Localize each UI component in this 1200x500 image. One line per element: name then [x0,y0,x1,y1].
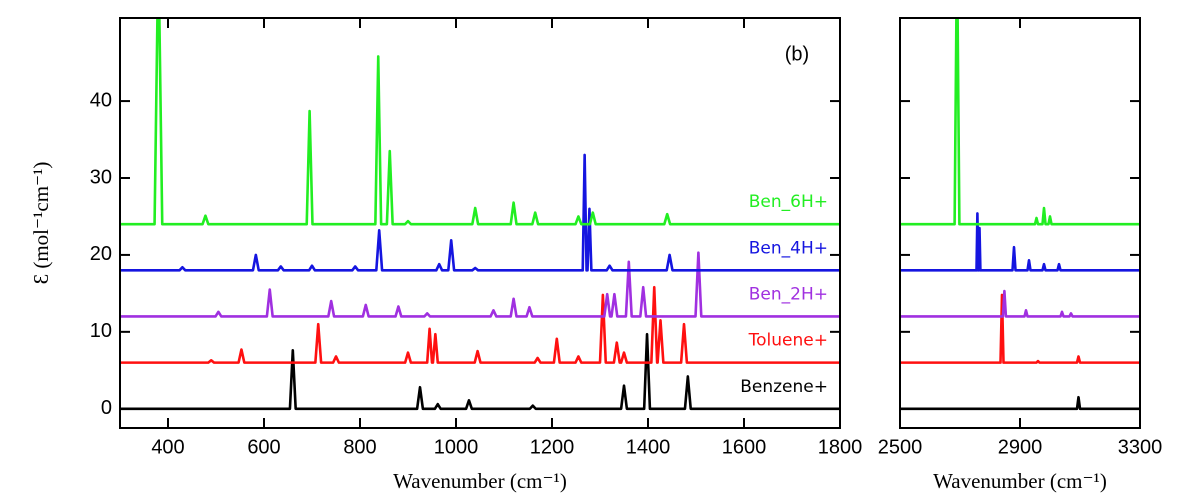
y-tick-label: 20 [90,243,112,265]
y-axis-label: Ɛ (mol⁻¹cm⁻¹) [29,162,53,285]
spectrum-line [120,332,840,411]
axes-frame [119,17,841,429]
x-axis-label: Wavenumber (cm⁻¹) [393,469,567,493]
y-tick-label: 40 [90,89,112,111]
x-axis-label: Wavenumber (cm⁻¹) [933,469,1107,493]
legend-label: Ben_6H+ [749,192,828,212]
x-tick-label: 1400 [626,436,671,458]
spectrum-line [120,18,840,226]
annotation: (b) [785,43,809,65]
x-tick-label: 2500 [878,436,923,458]
spectrum-line [900,212,1140,272]
plot-area [900,18,1140,411]
y-tick-label: 30 [90,166,112,188]
spectrum-line [120,285,840,364]
x-tick-label: 1000 [434,436,479,458]
plot-area [120,18,840,411]
x-tick-label: 800 [343,436,376,458]
spectrum-line [120,153,840,272]
y-tick-label: 0 [101,397,112,419]
spectrum-line [900,18,1140,226]
spectrum-line [900,293,1140,364]
legend-label: Benzene+ [740,377,828,397]
x-tick-label: 1600 [722,436,767,458]
x-tick-label: 1200 [530,436,575,458]
x-tick-label: 400 [151,436,184,458]
x-tick-label: 1800 [818,436,863,458]
x-tick-label: 3300 [1118,436,1163,458]
legend-label: Ben_2H+ [749,284,828,304]
x-tick-label: 600 [247,436,280,458]
spectrum-line [900,289,1140,318]
x-tick-label: 2900 [998,436,1043,458]
y-tick-label: 10 [90,320,112,342]
legend-label: Ben_4H+ [749,238,828,258]
legend-label: Toluene+ [748,331,828,351]
spectrum-line [900,395,1140,411]
spectrum-line [120,251,840,318]
